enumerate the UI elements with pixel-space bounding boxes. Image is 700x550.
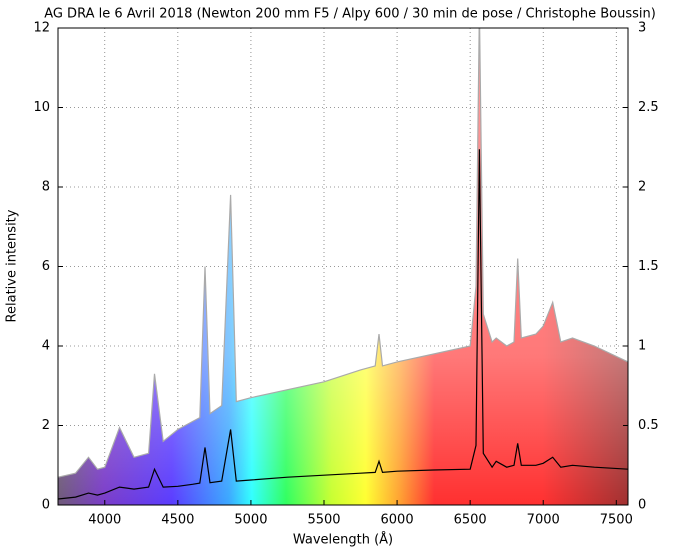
x-tick-label: 4500 <box>161 513 194 528</box>
y-axis-label: Relative intensity <box>5 209 20 322</box>
chart-title: AG DRA le 6 Avril 2018 (Newton 200 mm F5… <box>44 7 656 22</box>
y-tick-label: 10 <box>33 100 50 115</box>
x-tick-label: 6500 <box>454 513 487 528</box>
y-tick-label: 4 <box>42 339 50 354</box>
x-axis-label: Wavelength (Å) <box>293 532 393 548</box>
x-tick-label: 5000 <box>234 513 267 528</box>
x-tick-label: 4000 <box>88 513 121 528</box>
y2-tick-label: 0.5 <box>638 418 659 433</box>
x-tick-label: 7500 <box>600 513 633 528</box>
plot-area <box>58 28 628 505</box>
y-tick-label: 8 <box>42 180 50 195</box>
y2-tick-label: 2 <box>638 180 646 195</box>
y2-tick-label: 3 <box>638 21 646 36</box>
spectrum-outline <box>58 28 628 478</box>
y-tick-label: 12 <box>33 21 50 36</box>
y-tick-label: 0 <box>42 498 50 513</box>
x-tick-label: 7000 <box>527 513 560 528</box>
spectrum-line <box>58 149 628 500</box>
y-tick-label: 2 <box>42 418 50 433</box>
y2-tick-label: 1 <box>638 339 646 354</box>
y2-tick-label: 1.5 <box>638 259 659 274</box>
x-tick-label: 5500 <box>307 513 340 528</box>
y2-tick-label: 0 <box>638 498 646 513</box>
x-tick-label: 6000 <box>381 513 414 528</box>
y-tick-label: 6 <box>42 259 50 274</box>
spectrum-area-tint <box>58 28 628 505</box>
y2-tick-label: 2.5 <box>638 100 659 115</box>
